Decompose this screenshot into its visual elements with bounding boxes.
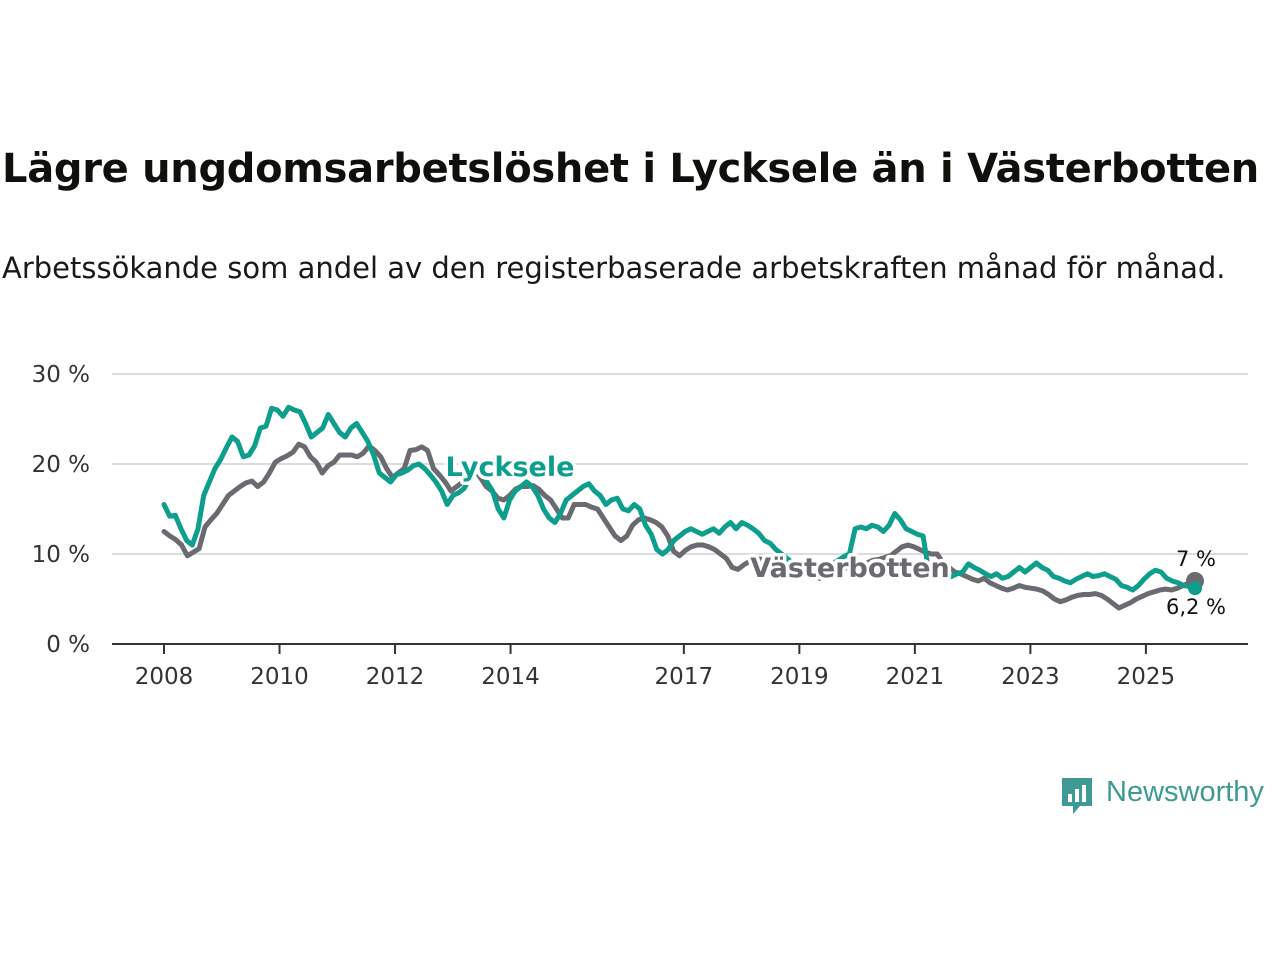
end-label-vasterbotten: 7 % — [1176, 547, 1216, 571]
x-tick-label: 2019 — [770, 664, 829, 690]
y-tick-label: 20 % — [32, 452, 90, 478]
x-tick-label: 2021 — [886, 664, 945, 690]
x-tick-label: 2012 — [366, 664, 425, 690]
y-tick-label: 30 % — [32, 362, 90, 388]
chart-title: Lägre ungdomsarbetslöshet i Lycksele än … — [2, 146, 1259, 192]
series-labels: Lycksele Västerbotten 7 % 6,2 % — [442, 449, 1226, 620]
x-tick-label: 2008 — [135, 664, 194, 690]
end-label-lycksele: 6,2 % — [1166, 595, 1226, 619]
brand-name: Newsworthy — [1106, 776, 1264, 808]
x-tick-label: 2010 — [250, 664, 309, 690]
series-line-lycksele — [161, 404, 1198, 593]
series-lines — [161, 404, 1204, 611]
y-tick-label: 10 % — [32, 542, 90, 568]
y-axis-ticks: 0 % 10 % 20 % 30 % — [32, 362, 90, 658]
series-label-vasterbotten: Västerbotten — [750, 553, 949, 584]
x-tick-label: 2014 — [481, 664, 540, 690]
chart-subtitle: Arbetssökande som andel av den registerb… — [2, 251, 1226, 285]
end-marker-lycksele — [1188, 581, 1202, 596]
x-axis-ticks: 2008 2010 2012 2014 2017 2019 2021 2023 2025 — [135, 644, 1175, 690]
series-label-lycksele: Lycksele — [446, 452, 575, 483]
y-tick-label: 0 % — [46, 632, 90, 658]
x-tick-label: 2025 — [1117, 664, 1176, 690]
newsworthy-icon — [1062, 778, 1092, 814]
x-tick-label: 2023 — [1001, 664, 1060, 690]
series-line-västerbotten — [161, 441, 1198, 611]
gridlines — [112, 373, 1248, 555]
newsworthy-logo: Newsworthy — [1060, 774, 1278, 818]
x-tick-label: 2017 — [655, 664, 714, 690]
